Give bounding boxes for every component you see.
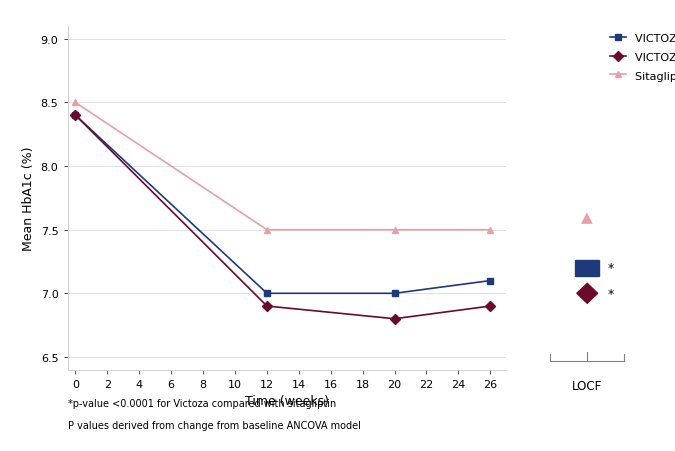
Text: P values derived from change from baseline ANCOVA model: P values derived from change from baseli… [68, 420, 360, 430]
Legend: VICTOZA 1.2 mg, VICTOZA 1.8 mg, Sitagliptin 100 mg: VICTOZA 1.2 mg, VICTOZA 1.8 mg, Sitaglip… [605, 29, 675, 86]
X-axis label: Time (weeks): Time (weeks) [245, 394, 329, 407]
Text: LOCF: LOCF [572, 379, 602, 392]
Text: *: * [608, 262, 614, 275]
Text: *: * [608, 287, 614, 300]
Y-axis label: Mean HbA1c (%): Mean HbA1c (%) [22, 146, 35, 251]
Text: ▲: ▲ [581, 210, 593, 225]
Text: *p-value <0.0001 for Victoza compared with sitagliptin: *p-value <0.0001 for Victoza compared wi… [68, 398, 335, 408]
